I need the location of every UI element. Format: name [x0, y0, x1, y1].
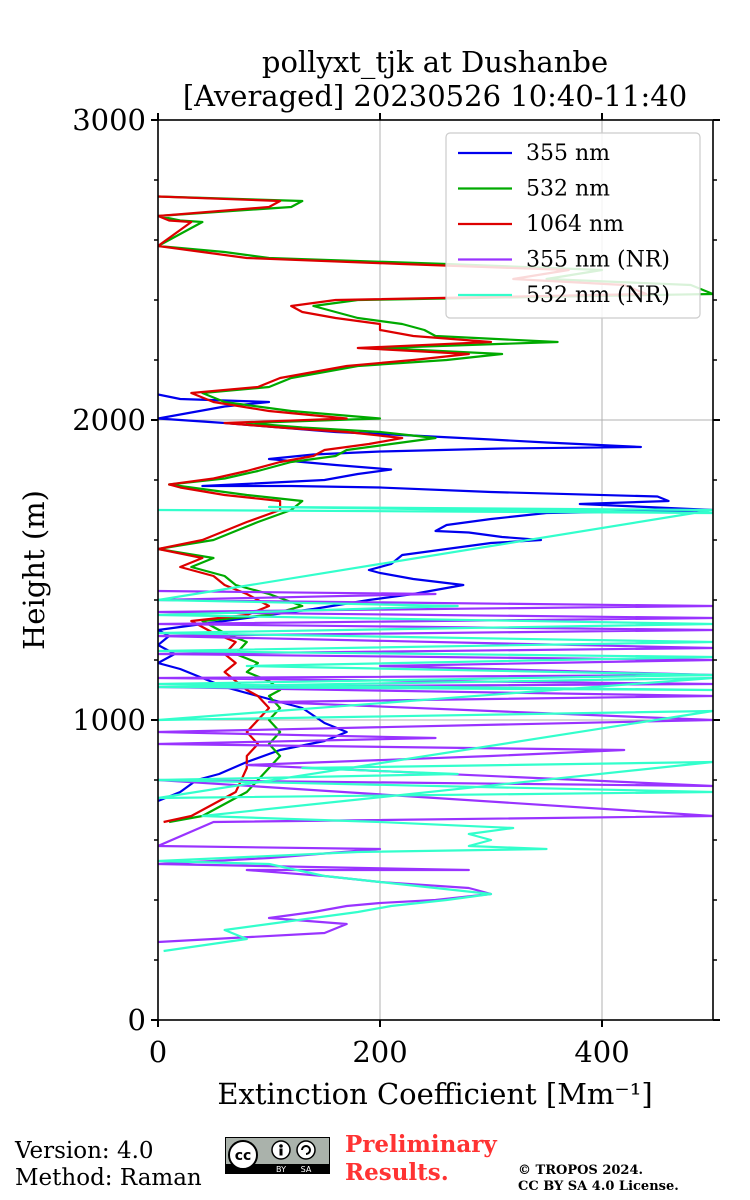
- y-tick-label: 3000: [72, 103, 146, 137]
- sa-label: SA: [301, 1165, 312, 1174]
- y-axis-label: Height (m): [17, 490, 51, 650]
- sa-icon: [296, 1140, 316, 1160]
- x-axis-label-text: Extinction Coefficient [Mm⁻¹]: [217, 1077, 652, 1111]
- method-text: Method: Raman: [15, 1165, 202, 1191]
- preliminary-results-note: Preliminary Results.: [345, 1131, 497, 1187]
- chart-title-line2: [Averaged] 20230526 10:40-11:40: [183, 79, 687, 113]
- series-line-2: [158, 195, 713, 824]
- cc-icon: [228, 1140, 258, 1170]
- copyright-line1: © TROPOS 2024.: [518, 1163, 644, 1178]
- by-label: BY: [276, 1165, 286, 1174]
- legend-label-2: 532 nm: [526, 177, 610, 202]
- copyright-note: © TROPOS 2024. CC BY SA 4.0 License.: [518, 1163, 679, 1195]
- x-tick-label: 200: [352, 1035, 407, 1069]
- footer-info: Version: 4.0 Method: Raman: [15, 1138, 202, 1192]
- legend-box: [445, 132, 701, 319]
- y-tick-label: 2000: [72, 403, 146, 437]
- legend-label-1: 355 nm: [526, 141, 610, 166]
- chart-title-line1: pollyxt_tjk at Dushanbe: [262, 45, 608, 80]
- series-lines: [158, 195, 713, 953]
- cc-by-sa-badge: cc BY SA: [225, 1137, 330, 1174]
- axis-ticks: 0 200 400 0 1000 2000 3000: [72, 103, 720, 1069]
- cc-icon-text: cc: [235, 1148, 252, 1164]
- y-tick-label: 1000: [72, 703, 146, 737]
- plot-frame: [157, 119, 714, 1021]
- series-line-5: [158, 505, 713, 953]
- x-axis-label: Extinction Coefficient [Mm⁻¹]: [217, 1077, 652, 1111]
- preliminary-line2: Results.: [345, 1159, 449, 1186]
- x-tick-label: 0: [149, 1035, 167, 1069]
- preliminary-line1: Preliminary: [345, 1131, 497, 1158]
- y-tick-label: 0: [128, 1003, 146, 1037]
- legend: 355 nm 532 nm 1064 nm 355 nm (NR) 532 nm (NR…: [445, 132, 701, 319]
- version-text: Version: 4.0: [15, 1138, 154, 1164]
- legend-label-5: 532 nm (NR): [526, 283, 670, 308]
- copyright-line2: CC BY SA 4.0 License.: [518, 1179, 679, 1194]
- legend-label-4: 355 nm (NR): [526, 248, 670, 273]
- x-tick-label: 400: [574, 1035, 629, 1069]
- legend-label-3: 1064 nm: [526, 212, 624, 237]
